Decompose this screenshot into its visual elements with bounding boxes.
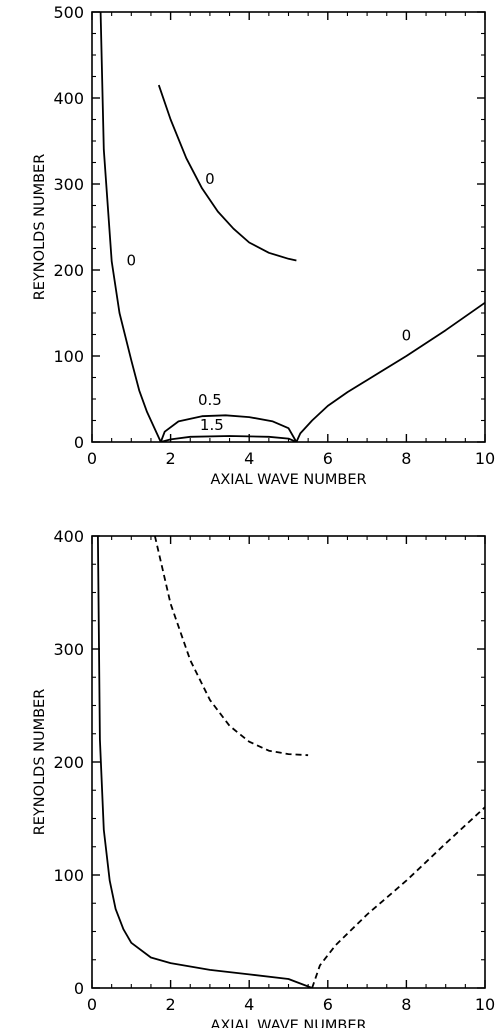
y-tick-label: 400 — [53, 89, 84, 108]
x-tick-label: 8 — [401, 995, 411, 1014]
x-tick-label: 6 — [323, 995, 333, 1014]
series-line-2 — [159, 414, 298, 442]
y-tick-label: 200 — [53, 753, 84, 772]
series-line-3 — [311, 806, 485, 988]
x-tick-label: 10 — [475, 995, 495, 1014]
y-axis-label: REYNOLDS NUMBER — [32, 689, 48, 836]
x-tick-label: 10 — [475, 449, 495, 468]
contour-label: 0 — [402, 327, 412, 345]
contour-label: 0 — [127, 252, 137, 270]
series-line-3 — [160, 435, 297, 442]
series-line-1 — [97, 536, 313, 988]
series-line-2 — [154, 536, 309, 757]
y-tick-label: 400 — [53, 527, 84, 546]
y-axis-label: REYNOLDS NUMBER — [32, 154, 48, 301]
series-line-5 — [295, 301, 485, 442]
series-line-1 — [99, 12, 162, 442]
y-tick-label: 200 — [53, 261, 84, 280]
x-tick-label: 6 — [323, 449, 333, 468]
y-tick-label: 0 — [74, 979, 84, 998]
plot-frame — [91, 535, 486, 989]
x-tick-label: 4 — [244, 449, 254, 468]
x-tick-label: 0 — [87, 449, 97, 468]
x-tick-label: 0 — [87, 995, 97, 1014]
x-tick-label: 2 — [166, 449, 176, 468]
x-tick-label: 2 — [166, 995, 176, 1014]
x-axis-label: AXIAL WAVE NUMBER — [210, 472, 366, 488]
y-tick-label: 0 — [74, 433, 84, 452]
y-tick-label: 300 — [53, 640, 84, 659]
plot-frame — [91, 11, 486, 443]
series-line-4 — [157, 84, 297, 262]
y-tick-label: 100 — [53, 347, 84, 366]
contour-label: 1.5 — [200, 416, 224, 434]
x-axis-label: AXIAL WAVE NUMBER — [210, 1018, 366, 1028]
contour-label: 0.5 — [198, 391, 222, 409]
contour-label: 0 — [205, 170, 215, 188]
x-tick-label: 4 — [244, 995, 254, 1014]
y-tick-label: 500 — [53, 3, 84, 22]
y-tick-label: 300 — [53, 175, 84, 194]
x-tick-label: 8 — [401, 449, 411, 468]
y-tick-label: 100 — [53, 866, 84, 885]
